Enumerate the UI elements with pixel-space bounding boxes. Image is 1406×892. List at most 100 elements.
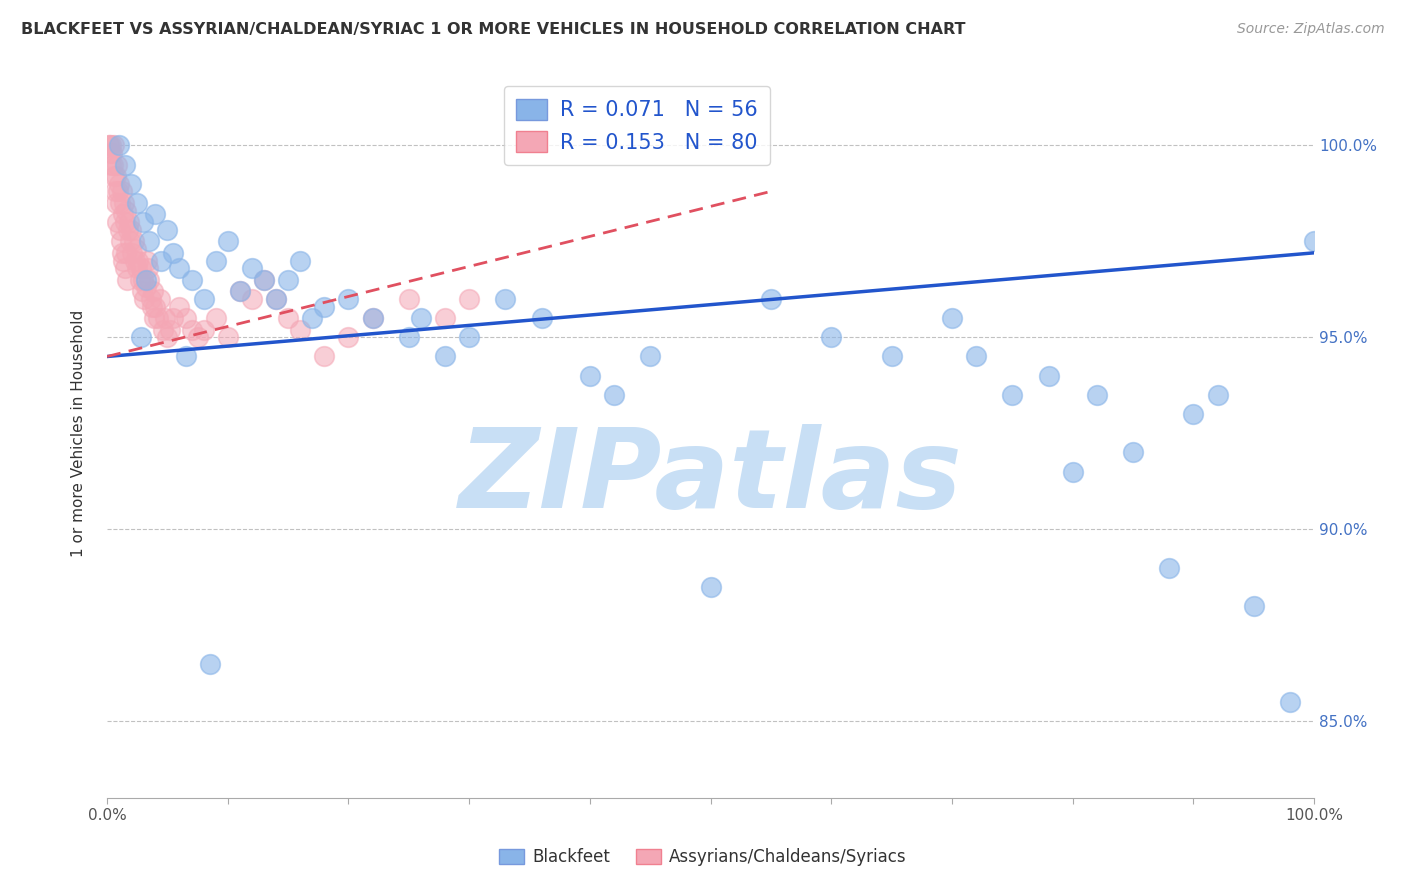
Point xyxy=(100,138,122,153)
Point xyxy=(193,323,215,337)
Point xyxy=(759,292,782,306)
Point xyxy=(277,311,299,326)
Point xyxy=(136,261,159,276)
Point xyxy=(132,215,155,229)
Point xyxy=(120,223,142,237)
Point xyxy=(104,169,127,183)
Point xyxy=(138,273,160,287)
Point xyxy=(337,292,360,306)
Point xyxy=(143,207,166,221)
Point xyxy=(110,235,132,249)
Point xyxy=(229,284,252,298)
Point xyxy=(112,253,135,268)
Point xyxy=(204,311,226,326)
Point xyxy=(114,261,136,276)
Point xyxy=(1122,445,1144,459)
Point xyxy=(115,203,138,218)
Point xyxy=(434,311,457,326)
Point xyxy=(111,207,134,221)
Point xyxy=(131,284,153,298)
Point xyxy=(122,235,145,249)
Point xyxy=(458,292,481,306)
Point xyxy=(135,273,157,287)
Y-axis label: 1 or more Vehicles in Household: 1 or more Vehicles in Household xyxy=(72,310,86,557)
Point xyxy=(301,311,323,326)
Point xyxy=(458,330,481,344)
Point xyxy=(118,235,141,249)
Point xyxy=(124,253,146,268)
Text: Source: ZipAtlas.com: Source: ZipAtlas.com xyxy=(1237,22,1385,37)
Point xyxy=(98,146,121,161)
Point xyxy=(699,580,721,594)
Point xyxy=(118,215,141,229)
Point xyxy=(880,350,903,364)
Point xyxy=(98,138,121,153)
Point xyxy=(101,157,124,171)
Point xyxy=(129,261,152,276)
Point xyxy=(434,350,457,364)
Point xyxy=(143,311,166,326)
Point xyxy=(820,330,842,344)
Point xyxy=(120,177,142,191)
Point xyxy=(1303,235,1326,249)
Point xyxy=(108,223,131,237)
Point xyxy=(217,235,239,249)
Point xyxy=(253,273,276,287)
Point xyxy=(127,195,149,210)
Point xyxy=(156,330,179,344)
Point xyxy=(97,138,120,153)
Point xyxy=(264,292,287,306)
Point xyxy=(229,284,252,298)
Point xyxy=(110,195,132,210)
Point xyxy=(180,323,202,337)
Point xyxy=(187,330,209,344)
Point xyxy=(134,292,156,306)
Point xyxy=(277,273,299,287)
Point xyxy=(114,215,136,229)
Point xyxy=(398,330,420,344)
Point xyxy=(965,350,987,364)
Text: ZIPatlas: ZIPatlas xyxy=(458,424,963,531)
Point xyxy=(150,253,173,268)
Point xyxy=(135,253,157,268)
Point xyxy=(1182,407,1205,421)
Point xyxy=(337,330,360,344)
Point xyxy=(1038,368,1060,383)
Point xyxy=(314,300,336,314)
Point xyxy=(121,245,143,260)
Point xyxy=(174,350,197,364)
Point xyxy=(253,273,276,287)
Point xyxy=(103,138,125,153)
Point xyxy=(135,280,157,294)
Legend: Blackfeet, Assyrians/Chaldeans/Syriacs: Blackfeet, Assyrians/Chaldeans/Syriacs xyxy=(491,840,915,875)
Point xyxy=(1085,388,1108,402)
Point xyxy=(146,311,169,326)
Legend: R = 0.071   N = 56, R = 0.153   N = 80: R = 0.071 N = 56, R = 0.153 N = 80 xyxy=(503,87,770,165)
Point xyxy=(105,195,128,210)
Point xyxy=(108,177,131,191)
Point xyxy=(105,157,128,171)
Point xyxy=(290,323,312,337)
Point xyxy=(117,223,139,237)
Point xyxy=(240,261,263,276)
Point xyxy=(180,273,202,287)
Point xyxy=(638,350,661,364)
Point xyxy=(107,185,129,199)
Point xyxy=(169,261,191,276)
Point xyxy=(108,138,131,153)
Point xyxy=(143,300,166,314)
Point xyxy=(398,292,420,306)
Point xyxy=(149,292,172,306)
Point xyxy=(941,311,963,326)
Point xyxy=(128,273,150,287)
Text: BLACKFEET VS ASSYRIAN/CHALDEAN/SYRIAC 1 OR MORE VEHICLES IN HOUSEHOLD CORRELATIO: BLACKFEET VS ASSYRIAN/CHALDEAN/SYRIAC 1 … xyxy=(21,22,966,37)
Point xyxy=(156,223,179,237)
Point xyxy=(110,185,132,199)
Point xyxy=(290,253,312,268)
Point xyxy=(111,245,134,260)
Point xyxy=(217,330,239,344)
Point xyxy=(240,292,263,306)
Point xyxy=(1206,388,1229,402)
Point xyxy=(125,242,148,256)
Point xyxy=(264,292,287,306)
